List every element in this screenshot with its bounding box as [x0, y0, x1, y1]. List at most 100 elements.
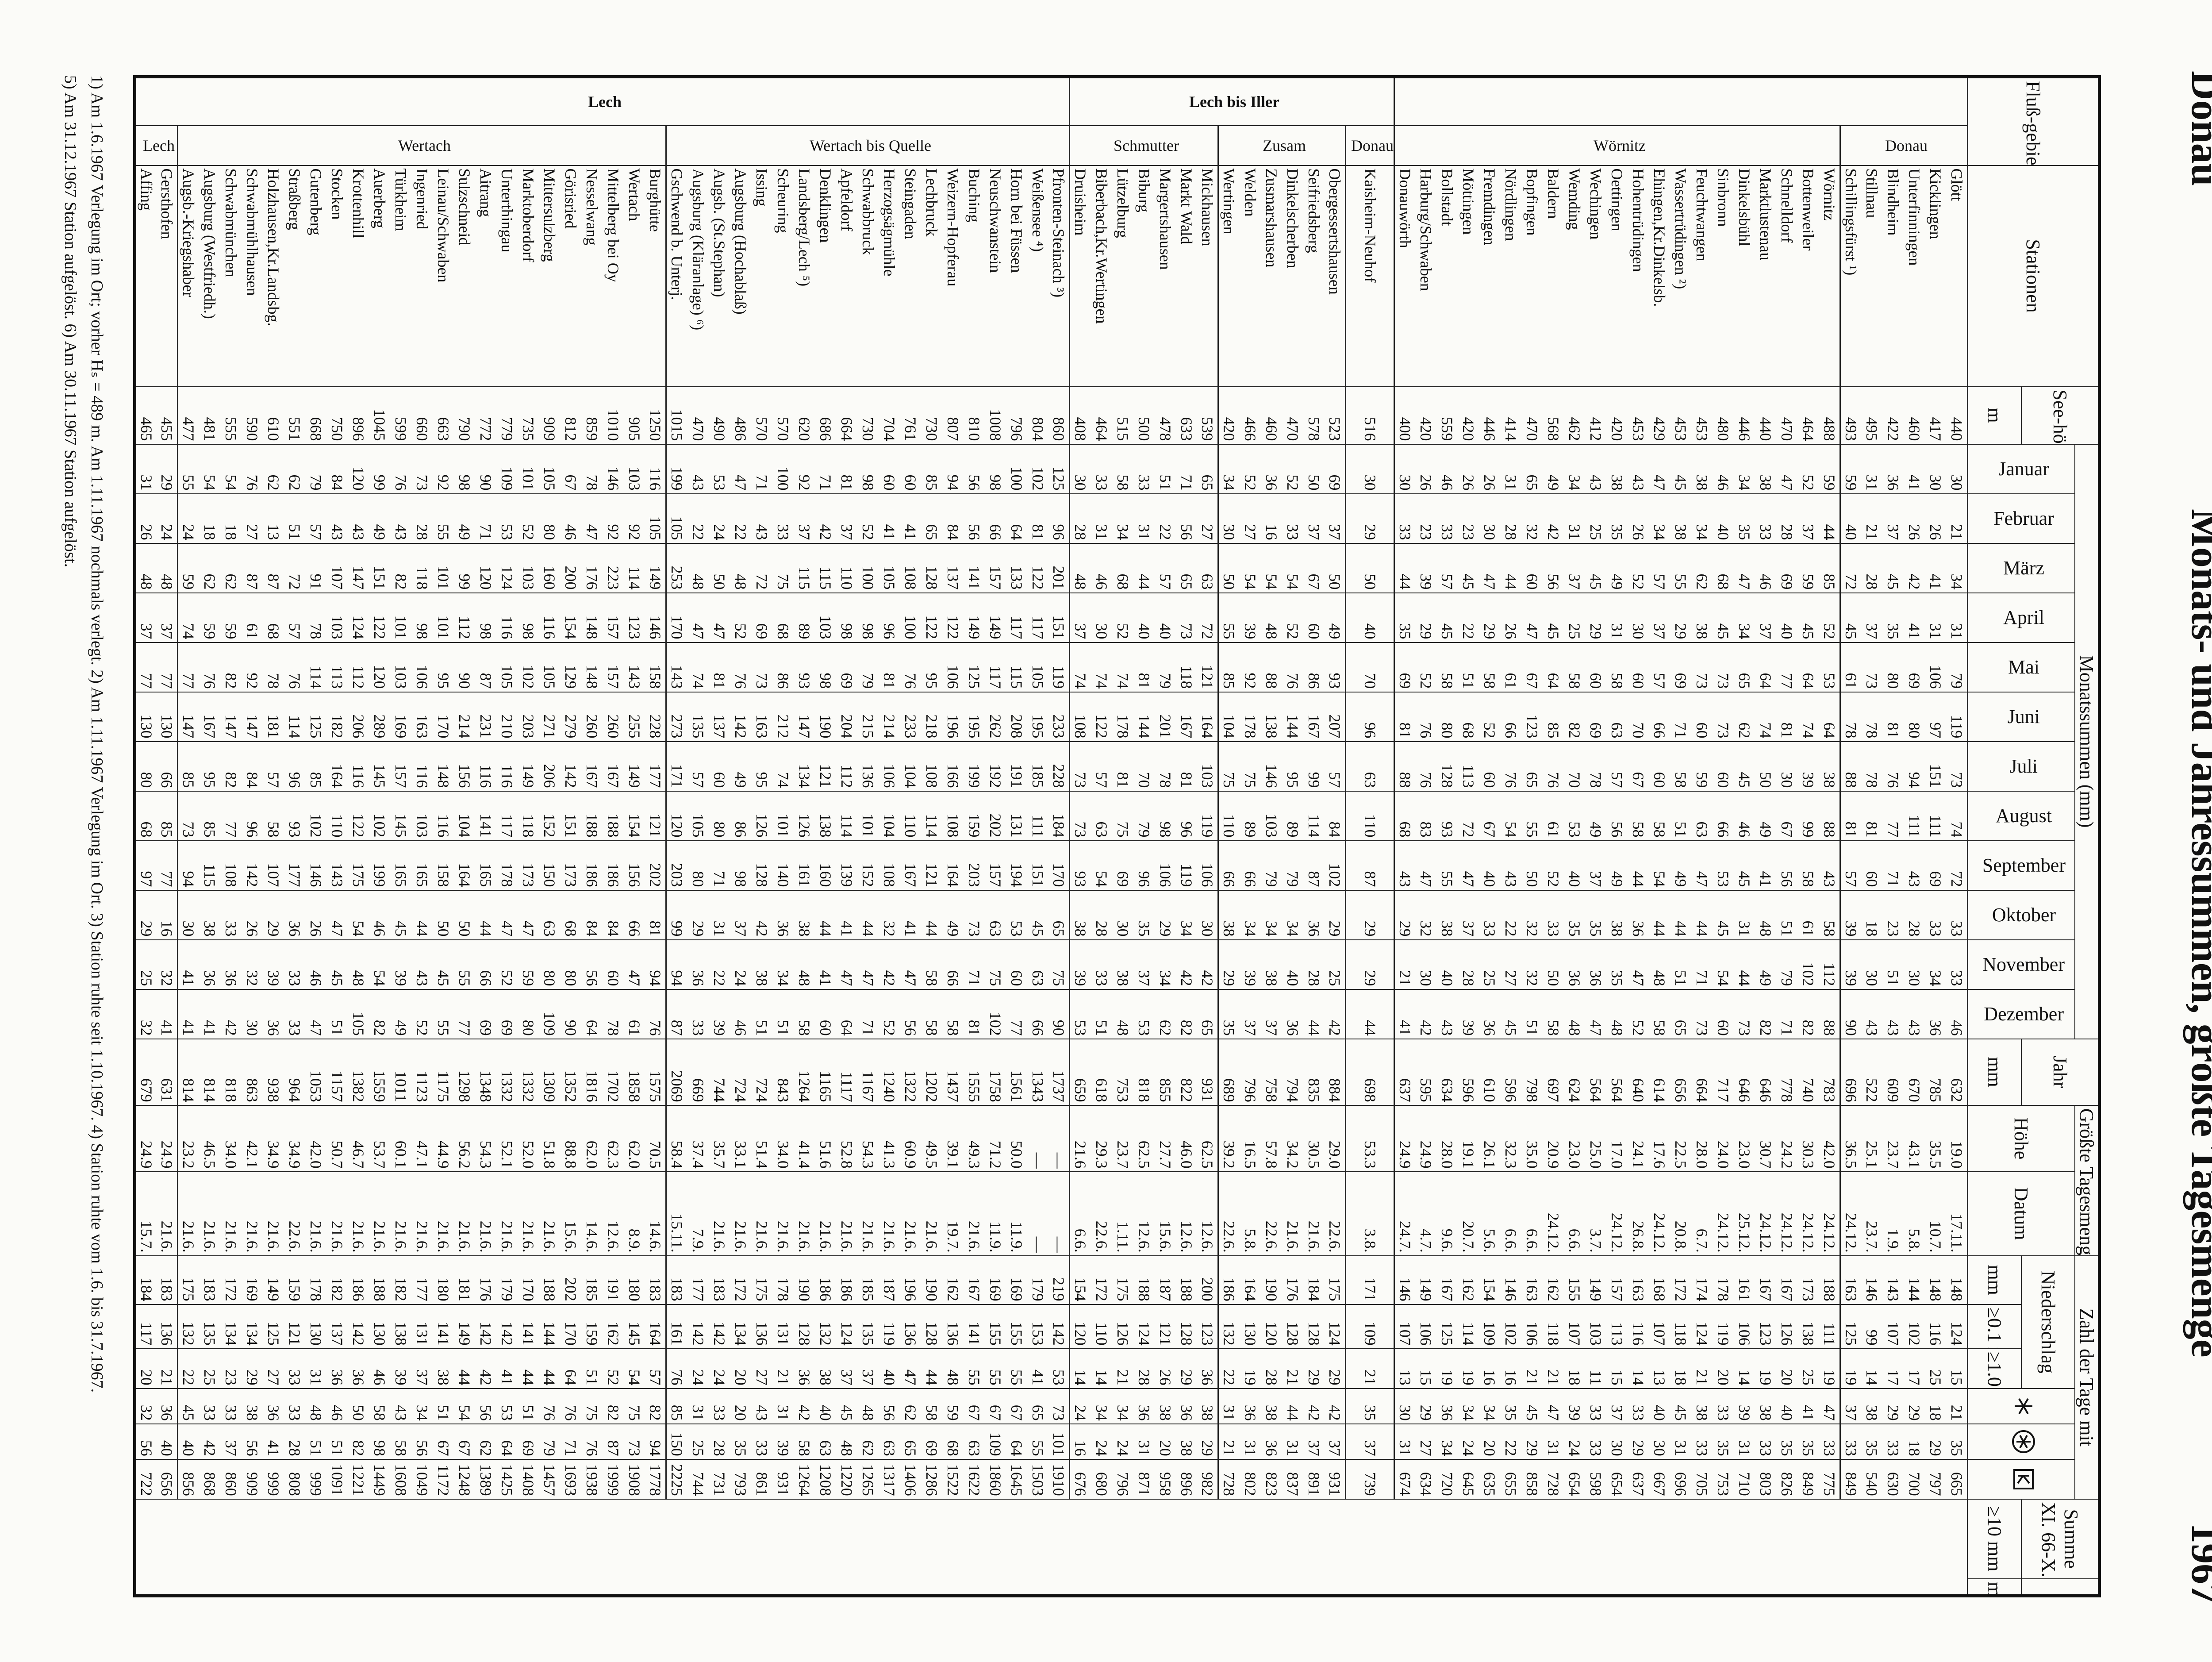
value-cell: 446 [1479, 386, 1501, 444]
value-cell: 34.9 [284, 1105, 305, 1172]
value-cell: 188 [1175, 1255, 1197, 1304]
value-cell: 54 [1260, 543, 1282, 593]
value-cell: 69 [1925, 840, 1947, 890]
value-cell: 88 [1819, 989, 1840, 1039]
value-cell: 16 [1260, 493, 1282, 543]
value-cell: 126 [793, 791, 815, 841]
value-cell: 73 [1048, 1388, 1070, 1424]
value-cell: 122 [921, 592, 942, 642]
value-cell: 166 [942, 741, 964, 791]
value-cell: 173 [517, 840, 539, 890]
value-cell: 116 [1628, 1304, 1649, 1349]
value-cell: 16 [156, 890, 178, 940]
value-cell: 178 [1112, 692, 1133, 742]
value-cell: 69 [1776, 543, 1798, 593]
value-cell: 14.6. [581, 1171, 603, 1256]
value-cell: 21.6. [177, 1171, 199, 1256]
value-cell: 116 [475, 741, 496, 791]
value-cell: 958 [1154, 1459, 1176, 1499]
value-cell: 43 [1904, 989, 1925, 1039]
value-cell: 132 [1218, 1304, 1240, 1349]
value-cell: 36 [793, 1348, 815, 1389]
value-cell: 167 [1776, 1255, 1798, 1304]
value-cell: 76 [666, 1348, 687, 1389]
value-cell: 33 [687, 989, 709, 1039]
value-cell: 122 [347, 791, 369, 841]
value-cell: 656 [1670, 1039, 1692, 1105]
value-cell: 29 [1479, 592, 1501, 642]
station-row: Scheuring 570 100 33 75 68 86 212 74 101 140 36 34 51… [772, 77, 794, 1596]
station-name: Wassertrüdingen ²) [1670, 165, 1692, 387]
value-cell: 905 [623, 386, 645, 444]
value-cell: 50 [1755, 741, 1777, 791]
value-cell: 101 [432, 543, 454, 593]
value-cell: 539 [1197, 386, 1218, 444]
value-cell: 128 [921, 543, 942, 593]
value-cell: 88 [1840, 741, 1862, 791]
value-cell: 172 [1091, 1255, 1112, 1304]
value-cell: 122 [1027, 543, 1048, 593]
value-cell: 134 [241, 1304, 263, 1349]
value-cell: 55 [1521, 791, 1543, 841]
value-cell: 99 [453, 543, 475, 593]
value-cell: 412 [1585, 386, 1607, 444]
value-cell: 24.7. [1394, 1171, 1416, 1256]
value-cell: 34 [1436, 1423, 1458, 1459]
station-name: Augsb. (St.Stephan) [708, 165, 730, 387]
value-cell: 37 [134, 592, 157, 642]
value-cell: 31 [305, 1348, 326, 1389]
value-cell: 36 [156, 1388, 178, 1424]
value-cell: 121 [1197, 642, 1218, 692]
value-cell: 88 [1819, 791, 1840, 841]
value-cell: 157 [984, 543, 1006, 593]
value-cell: 803 [1755, 1459, 1777, 1499]
value-cell: 818 [1133, 1039, 1155, 1105]
value-cell: 59 [199, 592, 220, 642]
value-cell: 52 [1239, 444, 1261, 494]
value-cell: 100 [899, 592, 921, 642]
value-cell: 1117 [836, 1039, 857, 1105]
value-cell: 6.7. [1691, 1171, 1713, 1256]
value-cell: 21.6. [241, 1171, 263, 1256]
value-cell: 158 [645, 642, 666, 692]
value-cell: 1622 [963, 1459, 985, 1499]
header-cell: m [1967, 386, 2022, 444]
station-name: Baldern [1543, 165, 1564, 387]
value-cell: 931 [1197, 1039, 1218, 1105]
value-cell: 186 [347, 1255, 369, 1304]
river-subgroup-label: Lech [143, 136, 175, 154]
value-cell: 36 [262, 1388, 284, 1424]
value-cell: 184 [1048, 791, 1070, 841]
value-cell: 36 [1628, 890, 1649, 940]
value-cell: 77 [1882, 791, 1904, 841]
value-cell: 157 [602, 592, 624, 642]
value-cell: 595 [1415, 1039, 1437, 1105]
value-cell: 21.6. [262, 1171, 284, 1256]
value-cell: 78 [1861, 692, 1883, 742]
value-cell: 32 [878, 890, 900, 940]
value-cell: 34 [1649, 493, 1671, 543]
station-name: Mittersulzberg [538, 165, 560, 387]
value-cell: 89 [1282, 791, 1303, 841]
value-cell: 56 [1543, 543, 1564, 593]
value-cell: 53 [1006, 890, 1027, 940]
value-cell: 123 [1197, 1304, 1218, 1349]
value-cell: 39 [1415, 543, 1437, 593]
value-cell: 453 [1628, 386, 1649, 444]
value-cell: 740 [1797, 1039, 1819, 1105]
value-cell: 41 [899, 890, 921, 940]
value-cell: 24 [156, 493, 178, 543]
value-cell: 113 [1458, 741, 1479, 791]
value-cell: 778 [1776, 1039, 1798, 1105]
value-cell: 74 [177, 592, 199, 642]
value-cell: 124 [1324, 1304, 1346, 1349]
value-cell: 60 [1713, 741, 1734, 791]
value-cell: 105 [878, 543, 900, 593]
footnote: 5) Am 31.12.1967 Station aufgelöst. 6) A… [61, 75, 80, 568]
value-cell: 46 [1713, 444, 1734, 494]
value-cell: 165 [390, 840, 411, 890]
value-cell: 70 [1345, 642, 1394, 692]
value-cell: 47 [1776, 444, 1798, 494]
value-cell: 812 [560, 386, 581, 444]
value-cell: 51 [581, 1348, 603, 1389]
